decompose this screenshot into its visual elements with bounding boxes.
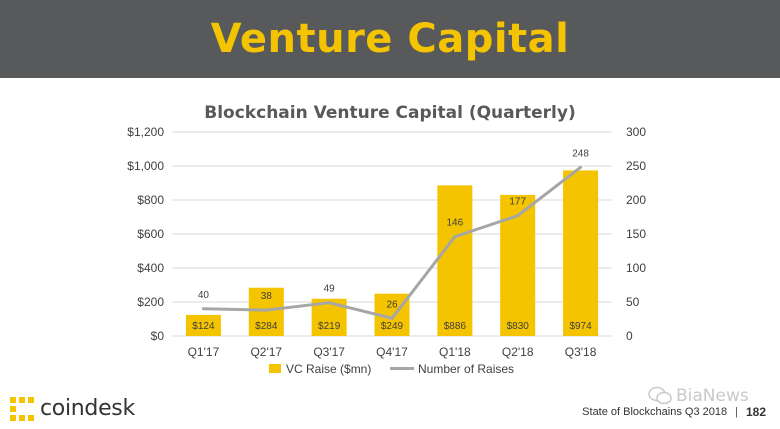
bar	[437, 185, 473, 336]
watermark: BiaNews	[648, 386, 749, 406]
page-title: Venture Capital	[210, 16, 570, 62]
bar	[248, 287, 284, 336]
footer-source: State of Blockchains Q3 2018 | 182	[582, 405, 766, 419]
x-tick-label: Q2'18	[502, 345, 534, 359]
y-right-tick-label: 50	[626, 295, 640, 309]
y-left-tick-label: $800	[137, 193, 164, 207]
y-right-tick-label: 0	[626, 329, 633, 343]
y-left-tick-label: $200	[137, 295, 164, 309]
line-value-label: 49	[324, 284, 336, 295]
y-left-tick-label: $1,000	[127, 159, 164, 173]
line-point	[390, 316, 394, 320]
bar-value-label: $974	[569, 321, 592, 332]
bar-value-label: $830	[507, 321, 530, 332]
y-right-tick-label: 300	[626, 125, 646, 139]
bar	[185, 314, 221, 336]
line-value-label: 26	[386, 299, 398, 310]
x-tick-label: Q4'17	[376, 345, 408, 359]
line-point	[201, 307, 205, 311]
title-banner: Venture Capital	[0, 0, 780, 78]
legend-line-label: Number of Raises	[418, 362, 514, 376]
line-point	[516, 214, 520, 218]
x-tick-label: Q2'17	[250, 345, 282, 359]
y-left-tick-label: $600	[137, 227, 164, 241]
y-right-tick-label: 150	[626, 227, 646, 241]
line-value-label: 146	[447, 218, 464, 229]
source-text: State of Blockchains Q3 2018	[582, 406, 728, 418]
line-point	[453, 235, 457, 239]
bar-value-label: $249	[381, 321, 404, 332]
y-left-tick-label: $400	[137, 261, 164, 275]
y-right-tick-label: 250	[626, 159, 646, 173]
bar-value-label: $219	[318, 321, 341, 332]
line-point	[327, 301, 331, 305]
legend-bar-swatch	[269, 364, 281, 373]
bar-value-label: $886	[444, 321, 467, 332]
legend-bar-label: VC Raise ($mn)	[286, 362, 371, 376]
footer-separator: |	[735, 406, 738, 418]
x-tick-label: Q3'18	[565, 345, 597, 359]
y-right-tick-label: 200	[626, 193, 646, 207]
page-number: 182	[745, 405, 766, 419]
bar-value-label: $124	[192, 321, 215, 332]
bar	[563, 170, 599, 336]
line-value-label: 177	[509, 197, 526, 208]
line-value-label: 38	[261, 291, 273, 302]
x-tick-label: Q1'18	[439, 345, 471, 359]
line-value-label: 40	[198, 290, 210, 301]
coindesk-logo: coindesk	[10, 396, 135, 421]
coindesk-logo-icon	[10, 396, 34, 421]
y-left-tick-label: $1,200	[127, 125, 164, 139]
venture-capital-chart: Blockchain Venture Capital (Quarterly) $0…	[127, 103, 646, 376]
x-tick-label: Q3'17	[313, 345, 345, 359]
y-right-tick-label: 100	[626, 261, 646, 275]
bar-value-label: $284	[255, 321, 278, 332]
chart-title: Blockchain Venture Capital (Quarterly)	[204, 103, 575, 123]
line-value-label: 248	[572, 148, 589, 159]
line-point	[579, 165, 583, 169]
chat-bubble-icon	[648, 386, 672, 405]
brand-name: coindesk	[40, 396, 135, 421]
x-tick-label: Q1'17	[188, 345, 220, 359]
line-point	[264, 308, 268, 312]
y-left-tick-label: $0	[151, 329, 165, 343]
watermark-text: BiaNews	[676, 386, 749, 406]
